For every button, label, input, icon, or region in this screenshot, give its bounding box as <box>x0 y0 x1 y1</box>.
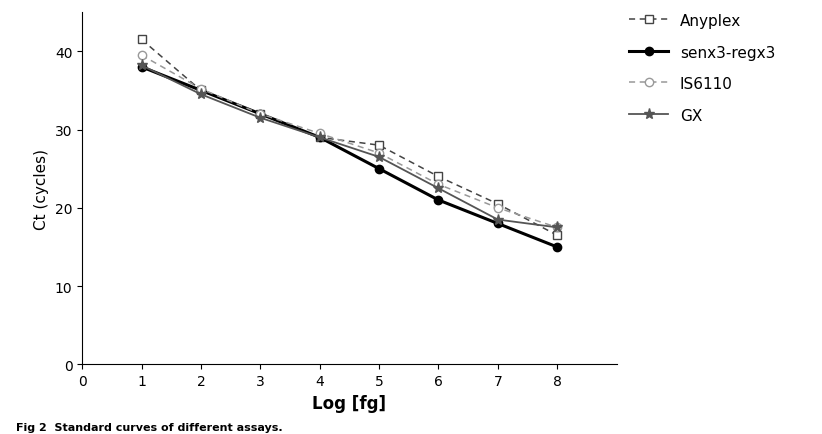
senx3-regx3 <box>315 135 325 141</box>
GX <box>552 225 562 230</box>
IS6110 <box>374 151 384 156</box>
IS6110 <box>493 206 503 211</box>
GX <box>433 186 443 191</box>
GX <box>256 116 266 121</box>
Line: senx3-regx3: senx3-regx3 <box>137 63 561 252</box>
IS6110 <box>433 182 443 187</box>
Anyplex <box>374 143 384 148</box>
Anyplex <box>433 174 443 180</box>
GX <box>493 217 503 223</box>
X-axis label: Log [fg]: Log [fg] <box>312 394 386 412</box>
Line: IS6110: IS6110 <box>137 52 561 232</box>
senx3-regx3 <box>552 245 562 250</box>
Anyplex <box>196 89 206 94</box>
senx3-regx3 <box>256 112 266 117</box>
GX <box>136 63 146 69</box>
IS6110 <box>315 132 325 137</box>
Anyplex <box>315 135 325 141</box>
Anyplex <box>136 38 146 43</box>
Line: Anyplex: Anyplex <box>137 36 561 240</box>
IS6110 <box>136 53 146 59</box>
GX <box>315 135 325 141</box>
Text: Fig 2  Standard curves of different assays.: Fig 2 Standard curves of different assay… <box>16 422 283 432</box>
senx3-regx3 <box>136 65 146 70</box>
IS6110 <box>256 112 266 117</box>
Anyplex <box>256 112 266 117</box>
Anyplex <box>493 202 503 207</box>
senx3-regx3 <box>196 89 206 94</box>
senx3-regx3 <box>374 167 384 172</box>
Anyplex <box>552 233 562 238</box>
Y-axis label: Ct (cycles): Ct (cycles) <box>35 148 49 229</box>
IS6110 <box>552 225 562 230</box>
senx3-regx3 <box>493 221 503 227</box>
senx3-regx3 <box>433 198 443 203</box>
Line: GX: GX <box>136 61 563 233</box>
GX <box>196 92 206 98</box>
GX <box>374 155 384 160</box>
Legend: Anyplex, senx3-regx3, IS6110, GX: Anyplex, senx3-regx3, IS6110, GX <box>630 13 775 124</box>
IS6110 <box>196 87 206 92</box>
